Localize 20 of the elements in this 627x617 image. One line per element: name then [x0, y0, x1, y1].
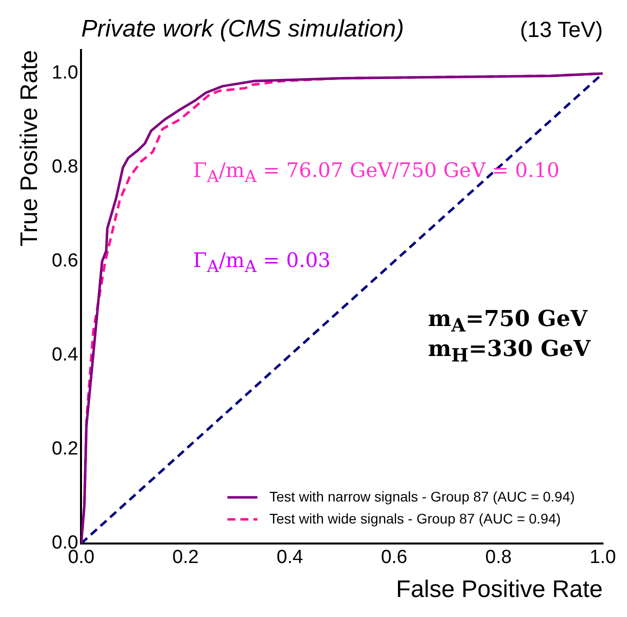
x-tick-label: 0.6	[380, 547, 408, 568]
annotation: m$_{H}$=330 GeV	[428, 336, 590, 366]
y-axis-title: True Positive Rate	[16, 50, 44, 247]
x-tick-label: 1.0	[590, 547, 616, 568]
y-tick-label: 1.0	[52, 62, 78, 84]
y-tick-label: 0.6	[52, 250, 78, 272]
x-tick-label: 0.4	[276, 547, 304, 568]
annotation: m$_{A}$=750 GeV	[428, 306, 588, 336]
chart-subtitle: (13 TeV)	[520, 17, 603, 42]
legend-label: Test with wide signals - Group 87 (AUC = 0.94)	[269, 510, 561, 526]
x-tick-label: 0.2	[172, 547, 199, 568]
annotation: Γ$_{A}$/m$_{A}$ = 0.03	[193, 248, 331, 276]
y-tick-label: 0.2	[52, 438, 78, 460]
y-tick-label: 0.4	[52, 344, 79, 366]
annotation: Γ$_{A}$/m$_{A}$ = 76.07 GeV/750 GeV = 0.10	[193, 158, 560, 186]
legend-label: Test with narrow signals - Group 87 (AUC = 0.94)	[269, 488, 575, 504]
y-tick-label: 0.8	[52, 156, 78, 178]
x-axis-title: False Positive Rate	[396, 576, 603, 604]
x-tick-label: 0.8	[485, 547, 512, 568]
chart-title: Private work (CMS simulation)	[81, 16, 404, 43]
